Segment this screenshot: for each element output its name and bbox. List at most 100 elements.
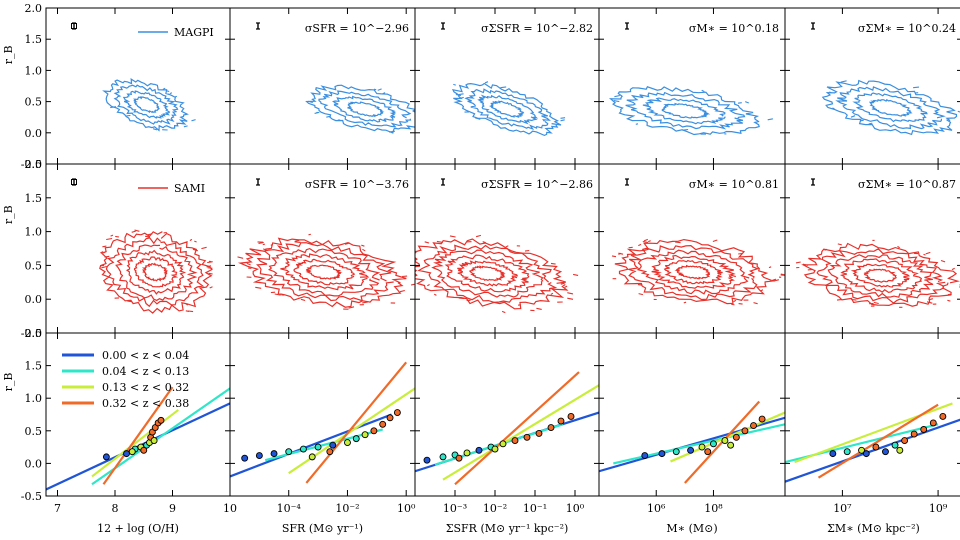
contour-set-magpi-sfr: [305, 84, 435, 134]
y-axis-label: r_B: [2, 205, 15, 224]
contour-fragment: [192, 248, 198, 252]
contour-fragment: [194, 240, 197, 243]
y-tick-label: 1.5: [25, 360, 43, 373]
contour-fragment: [745, 101, 749, 104]
contour-level: [293, 258, 355, 286]
sigma-annotation-sami-sigma_sfr: σΣSFR = 10^−2.86: [481, 178, 593, 191]
contour-set-sami-sigma_sfr: [415, 234, 579, 314]
x-tick-label-sfr: 10⁻²: [335, 502, 359, 515]
y-tick-label: 1.0: [25, 226, 43, 239]
contour-level: [636, 249, 750, 295]
fit-line-mstar-1: [613, 423, 785, 465]
contour-fragment: [613, 100, 620, 103]
contour-fragment: [169, 92, 173, 95]
contour-level: [625, 91, 746, 130]
binned-point-mstar-11: [704, 448, 712, 456]
contour-fragment: [300, 298, 306, 302]
contour-fragment: [501, 310, 506, 314]
contour-fragment: [767, 118, 774, 121]
contour-fragment: [643, 238, 649, 242]
fit-line-sigma_mstar-0: [785, 418, 960, 483]
contour-level: [105, 237, 205, 308]
contour-fragment: [208, 272, 213, 275]
binned-point-sfr-2: [270, 450, 278, 458]
contour-fragment: [567, 292, 574, 295]
contour-fragment: [482, 241, 486, 244]
contour-level: [99, 231, 213, 314]
contour-fragment: [642, 240, 649, 244]
contour-level: [488, 100, 525, 119]
contour-fragment: [458, 96, 464, 100]
x-tick-label-metallicity: 10: [223, 502, 237, 515]
contour-fragment: [115, 235, 120, 238]
contour-level: [651, 254, 736, 289]
sigma-annotation-sami-sigma_mstar: σΣM∗ = 10^0.87: [858, 178, 956, 191]
contour-fragment: [262, 243, 266, 246]
sigma-annotation-magpi-mstar: σM∗ = 10^0.18: [689, 22, 779, 35]
contour-fragment: [712, 239, 718, 243]
binned-point-sfr-15: [326, 448, 334, 456]
binned-point-mstar-3: [687, 446, 695, 454]
binned-point-mstar-9: [750, 422, 757, 430]
contour-fragment: [449, 235, 456, 238]
contour-fragment: [475, 117, 481, 120]
contour-fragment: [500, 86, 507, 89]
binned-point-metallicity-11: [150, 437, 158, 445]
contour-level: [477, 94, 539, 125]
binned-point-sfr-10: [370, 427, 378, 435]
contour-fragment: [144, 235, 151, 238]
contour-fragment: [427, 284, 430, 287]
contour-fragment: [110, 234, 114, 237]
binned-point-sfr-14: [308, 453, 316, 461]
y-tick-label: 0.0: [25, 293, 43, 306]
contour-fragment: [127, 300, 132, 303]
frames-layer: [45, 7, 960, 497]
contour-fragment: [410, 283, 415, 286]
contour-fragment: [162, 87, 166, 90]
binned-point-sigma_sfr-10: [547, 424, 555, 431]
binned-point-sigma_sfr-1: [439, 453, 447, 461]
binned-point-sigma_sfr-4: [475, 446, 483, 454]
contour-fragment: [294, 239, 300, 242]
binned-point-mstar-10: [758, 415, 766, 423]
contour-level: [868, 98, 913, 117]
contour-level: [417, 244, 558, 303]
panel-frame-2-1: [229, 332, 416, 497]
contour-level: [122, 90, 171, 119]
contour-level: [444, 254, 530, 293]
contour-level: [332, 95, 396, 123]
contour-level: [451, 82, 562, 137]
contour-fragment: [753, 302, 758, 305]
contour-fragment: [738, 252, 743, 255]
contour-level: [113, 84, 179, 125]
fit-line-sigma_sfr-2: [442, 384, 599, 481]
contour-fragment: [550, 262, 556, 265]
contour-fragment: [415, 250, 417, 253]
panel-frame-2-3: [598, 332, 786, 497]
contour-fragment: [628, 246, 633, 249]
contour-fragment: [738, 303, 743, 305]
contour-level: [318, 90, 412, 128]
contour-level: [305, 84, 415, 134]
contour-fragment: [101, 265, 107, 269]
contour-fragment: [348, 306, 355, 309]
contour-level: [125, 249, 187, 295]
contour-level: [431, 249, 544, 298]
contour-fragment: [362, 248, 366, 252]
binned-point-sigma_mstar-12: [862, 450, 870, 458]
y-tick-label: 1.5: [25, 33, 43, 46]
binned-point-sfr-7: [344, 439, 351, 446]
binned-point-mstar-0: [641, 452, 649, 460]
contour-fragment: [829, 91, 832, 94]
contour-level: [661, 102, 711, 119]
x-tick-label-sigma_sfr: 10⁻²: [483, 502, 507, 515]
contour-level: [115, 244, 198, 302]
fit-line-metallicity-3: [102, 386, 174, 485]
contour-fragment: [377, 88, 382, 91]
x-tick-label-sfr: 10⁰: [397, 502, 416, 515]
contour-set-sami-sigma_mstar: [795, 239, 960, 308]
contour-fragment: [255, 286, 262, 289]
contour-fragment: [928, 298, 934, 301]
contour-fragment: [430, 123, 435, 124]
